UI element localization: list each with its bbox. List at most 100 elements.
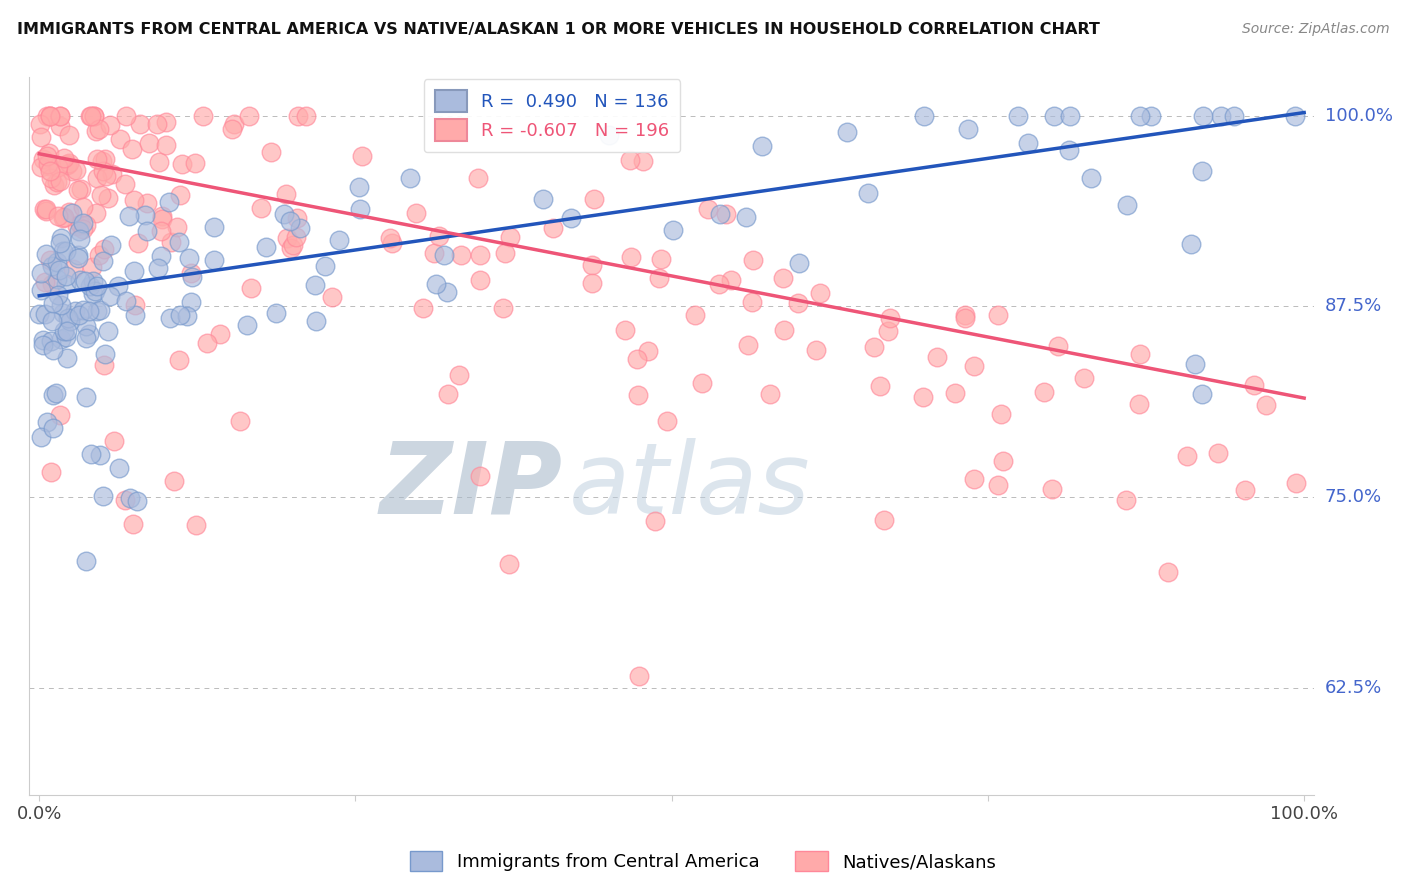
- Point: [86, 279, 108, 293]
- Point: [1115, 492, 1137, 507]
- Point: [581, 276, 603, 290]
- Point: [987, 308, 1010, 322]
- Point: [183, 156, 205, 170]
- Point: [709, 207, 731, 221]
- Point: [82, 287, 104, 301]
- Point: [56, 158, 79, 172]
- Point: [806, 343, 828, 357]
- Point: [67, 224, 90, 238]
- Point: [49, 109, 72, 123]
- Point: [67, 308, 90, 322]
- Point: [49, 173, 72, 187]
- Point: [35, 203, 58, 218]
- Point: [619, 153, 641, 167]
- Point: [626, 351, 648, 366]
- Point: [56, 324, 79, 338]
- Point: [35, 416, 58, 430]
- Point: [39, 334, 62, 349]
- Point: [128, 117, 150, 131]
- Point: [80, 260, 103, 275]
- Point: [38, 159, 60, 173]
- Point: [195, 336, 218, 351]
- Point: [32, 202, 55, 217]
- Point: [236, 318, 259, 332]
- Point: [98, 289, 121, 303]
- Point: [808, 286, 831, 301]
- Point: [987, 477, 1010, 491]
- Point: [470, 248, 492, 262]
- Point: [149, 249, 172, 263]
- Point: [114, 493, 136, 508]
- Point: [1080, 171, 1102, 186]
- Point: [75, 554, 97, 568]
- Point: [598, 128, 620, 142]
- Point: [63, 304, 86, 318]
- Point: [759, 387, 782, 401]
- Point: [79, 109, 101, 123]
- Point: [690, 376, 713, 391]
- Point: [751, 138, 773, 153]
- Point: [44, 178, 66, 192]
- Point: [49, 235, 72, 250]
- Point: [146, 260, 169, 275]
- Point: [60, 205, 83, 219]
- Point: [773, 323, 796, 337]
- Point: [1184, 357, 1206, 371]
- Point: [30, 117, 52, 131]
- Point: [963, 472, 986, 486]
- Point: [48, 262, 70, 277]
- Point: [1057, 143, 1080, 157]
- Point: [145, 117, 167, 131]
- Point: [273, 207, 295, 221]
- Point: [118, 209, 141, 223]
- Point: [89, 302, 111, 317]
- Point: [869, 379, 891, 393]
- Point: [181, 270, 204, 285]
- Text: 100.0%: 100.0%: [1324, 107, 1392, 125]
- Text: Source: ZipAtlas.com: Source: ZipAtlas.com: [1241, 22, 1389, 37]
- Point: [1059, 109, 1081, 123]
- Point: [51, 244, 73, 258]
- Point: [38, 164, 60, 178]
- Point: [80, 447, 103, 461]
- Point: [55, 244, 77, 259]
- Point: [209, 326, 232, 341]
- Point: [943, 386, 966, 401]
- Point: [89, 248, 111, 262]
- Point: [787, 255, 810, 269]
- Point: [925, 350, 948, 364]
- Point: [75, 331, 97, 345]
- Point: [66, 219, 89, 234]
- Point: [118, 491, 141, 506]
- Point: [1191, 109, 1213, 123]
- Point: [352, 149, 374, 163]
- Point: [498, 558, 520, 572]
- Point: [42, 343, 65, 357]
- Point: [405, 205, 427, 219]
- Point: [124, 308, 146, 322]
- Point: [647, 270, 669, 285]
- Point: [52, 211, 75, 225]
- Point: [155, 114, 177, 128]
- Point: [170, 156, 193, 170]
- Point: [737, 338, 759, 352]
- Point: [98, 118, 121, 132]
- Point: [202, 219, 225, 234]
- Point: [427, 228, 450, 243]
- Point: [644, 514, 666, 528]
- Point: [46, 288, 69, 302]
- Point: [349, 202, 371, 216]
- Point: [107, 279, 129, 293]
- Point: [94, 347, 117, 361]
- Point: [69, 217, 91, 231]
- Point: [741, 294, 763, 309]
- Point: [55, 329, 77, 343]
- Point: [115, 294, 138, 309]
- Point: [41, 314, 63, 328]
- Text: 62.5%: 62.5%: [1324, 679, 1382, 698]
- Point: [80, 109, 103, 123]
- Point: [70, 181, 93, 195]
- Point: [30, 430, 52, 444]
- Point: [229, 414, 252, 428]
- Point: [631, 153, 654, 168]
